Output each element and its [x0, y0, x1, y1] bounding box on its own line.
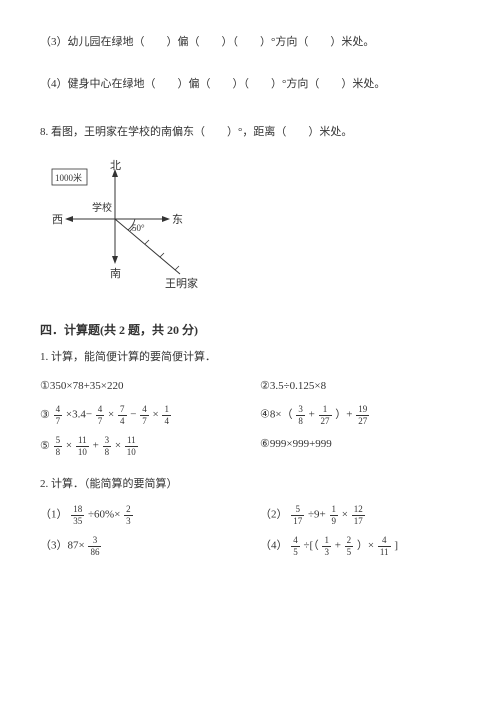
- calc1-item5: ⑤ 58 × 1110 + 38 × 1110: [40, 436, 260, 457]
- calc2-item2: （2） 517 ÷9+ 19 × 1217: [260, 505, 460, 526]
- calc1-row1: ①350×78+35×220 ②3.5÷0.125×8: [40, 378, 460, 396]
- compass-diagram: 1000米 北 南 东 西 学校 50° 王明家: [50, 159, 230, 299]
- calc1-item6: ⑥999×999+999: [260, 436, 460, 457]
- svg-text:北: 北: [110, 159, 121, 172]
- calc2-item3: （3）87× 386: [40, 536, 260, 557]
- svg-text:东: 东: [172, 213, 183, 226]
- section-4-title: 四．计算题(共 2 题，共 20 分): [40, 321, 460, 338]
- calc1-row2: ③ 47 ×3.4− 47 × 74 − 47 × 14 ④8×（ 38 + 1…: [40, 405, 460, 426]
- calc1-row3: ⑤ 58 × 1110 + 38 × 1110 ⑥999×999+999: [40, 436, 460, 457]
- svg-text:学校: 学校: [92, 201, 112, 214]
- svg-text:王明家: 王明家: [165, 276, 198, 290]
- question-4: （4）健身中心在绿地（ ）偏（ ）（ ）°方向（ ）米处。: [40, 72, 460, 96]
- svg-text:西: 西: [52, 214, 63, 226]
- question-8: 8. 看图，王明家在学校的南偏东（ ）°，距离（ ）米处。: [40, 120, 460, 144]
- calc1-item3: ③ 47 ×3.4− 47 × 74 − 47 × 14: [40, 405, 260, 426]
- calc2-title: 2. 计算．（能简算的要简算）: [40, 475, 460, 491]
- calc2-row1: （1） 1835 ÷60%× 23 （2） 517 ÷9+ 19 × 1217: [40, 505, 460, 526]
- svg-text:50°: 50°: [132, 223, 145, 233]
- calc1-title: 1. 计算，能简便计算的要简便计算．: [40, 348, 460, 364]
- calc2-item1: （1） 1835 ÷60%× 23: [40, 505, 260, 526]
- question-3: （3）幼儿园在绿地（ ）偏（ ）（ ）°方向（ ）米处。: [40, 30, 460, 54]
- svg-text:南: 南: [110, 267, 121, 280]
- calc1-item2: ②3.5÷0.125×8: [260, 378, 460, 396]
- calc1-item4: ④8×（ 38 + 127 ）+ 1927: [260, 405, 460, 426]
- scale-label: 1000米: [55, 172, 82, 183]
- calc1-item1: ①350×78+35×220: [40, 378, 260, 396]
- calc2-item4: （4） 45 ÷[（ 13 + 25 ）× 411 ]: [260, 536, 460, 557]
- calc2-row2: （3）87× 386 （4） 45 ÷[（ 13 + 25 ）× 411 ]: [40, 536, 460, 557]
